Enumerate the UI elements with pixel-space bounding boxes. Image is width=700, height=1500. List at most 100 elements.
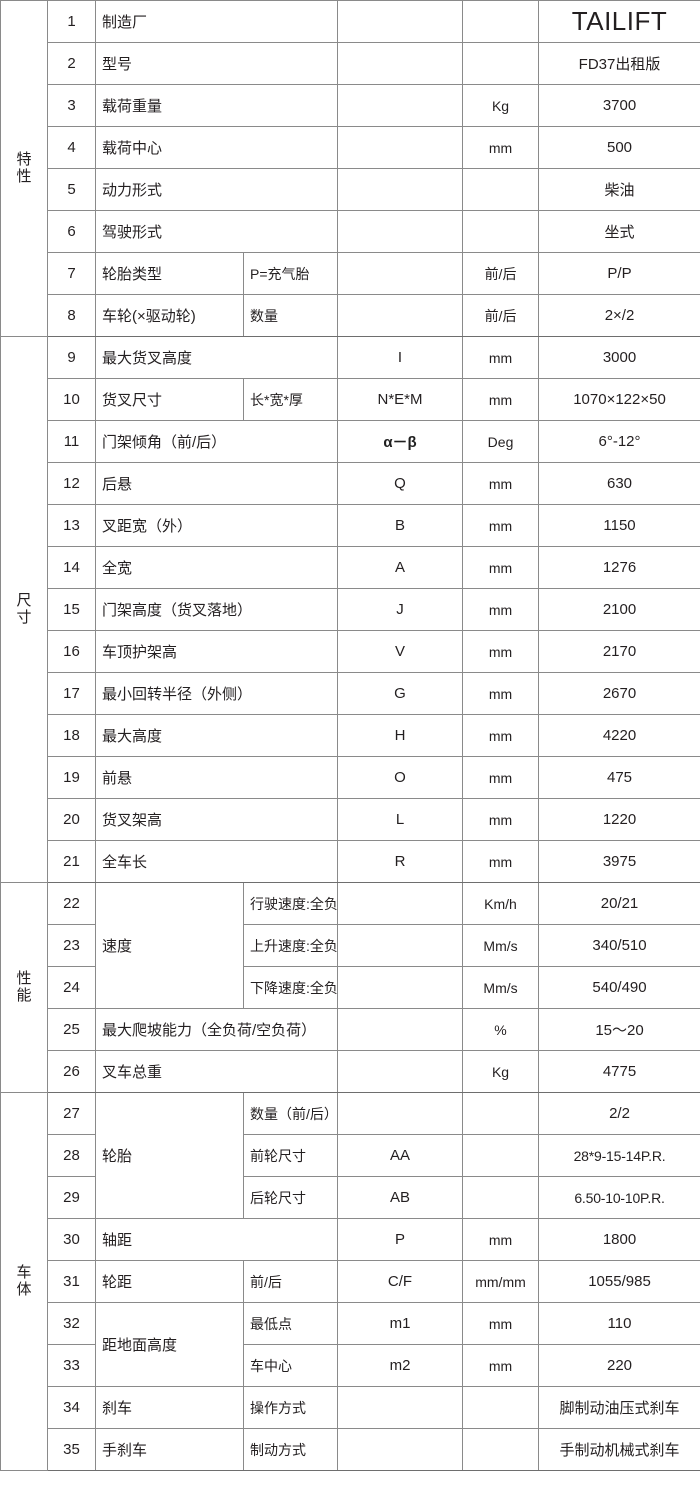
spec-unit: mm (462, 126, 540, 169)
spec-symbol (337, 84, 464, 127)
spec-value: P/P (538, 252, 700, 295)
spec-name: 前悬 (94, 756, 339, 799)
row-number: 14 (47, 546, 96, 589)
row-number: 34 (47, 1386, 96, 1429)
spec-value: 110 (538, 1302, 700, 1345)
table-row: 11 门架倾角（前/后） α－β Deg 6°-12° (1, 420, 700, 463)
spec-symbol (337, 42, 464, 85)
spec-sub-label: 操作方式 (242, 1386, 339, 1429)
row-number: 25 (47, 1008, 96, 1051)
spec-value: 柴油 (538, 168, 700, 211)
spec-value: 28*9-15-14P.R. (538, 1134, 700, 1177)
table-row: 34 刹车 操作方式 脚制动油压式刹车 (1, 1386, 700, 1429)
spec-sub-label: 后轮尺寸 (242, 1176, 339, 1219)
row-number: 9 (47, 336, 96, 379)
spec-name: 后悬 (94, 462, 339, 505)
spec-symbol: Q (337, 462, 464, 505)
row-number: 18 (47, 714, 96, 757)
spec-unit (462, 1428, 540, 1471)
row-number: 10 (47, 378, 96, 421)
spec-name: 车顶护架高 (94, 630, 339, 673)
spec-symbol: AA (337, 1134, 464, 1177)
spec-symbol (337, 1050, 464, 1093)
spec-sub-label: 数量 (242, 294, 339, 337)
spec-unit: Mm/s (462, 966, 540, 1009)
spec-symbol (337, 966, 464, 1009)
row-number: 20 (47, 798, 96, 841)
spec-unit: mm (462, 714, 540, 757)
spec-value: 3700 (538, 84, 700, 127)
spec-unit: mm/mm (462, 1260, 540, 1303)
spec-value: 20/21 (538, 882, 700, 925)
spec-value: 手制动机械式刹车 (538, 1428, 700, 1471)
spec-symbol (337, 168, 464, 211)
spec-name: 全车长 (94, 840, 339, 883)
spec-unit (462, 1092, 540, 1135)
spec-value: 15～20 (538, 1008, 700, 1051)
spec-unit: mm (462, 462, 540, 505)
spec-sub-label: 前轮尺寸 (242, 1134, 339, 1177)
spec-symbol (337, 1386, 464, 1429)
spec-name: 轮距 (95, 1260, 244, 1303)
spec-unit: Km/h (462, 882, 540, 925)
section-label-char: 性 (16, 969, 32, 987)
table-row: 32 距地面高度 最低点 m1 mm 110 (1, 1302, 700, 1387)
row-number: 32 (47, 1302, 96, 1345)
spec-symbol: P (337, 1218, 464, 1261)
spec-value: 540/490 (538, 966, 700, 1009)
spec-value: 1800 (538, 1218, 700, 1261)
spec-unit: mm (462, 504, 540, 547)
spec-symbol (337, 1008, 464, 1051)
spec-value: 630 (538, 462, 700, 505)
spec-sub-label: 上升速度:全负荷/无负荷 (242, 924, 339, 967)
table-row: 7 轮胎类型 P=充气胎 前/后 P/P (1, 252, 700, 295)
table-row: 35 手刹车 制动方式 手制动机械式刹车 (1, 1428, 700, 1471)
section-label-2: 性能 (0, 882, 48, 1093)
spec-name: 最大高度 (94, 714, 339, 757)
spec-symbol: I (337, 336, 464, 379)
spec-unit: 前/后 (462, 252, 540, 295)
spec-symbol (337, 126, 464, 169)
row-number: 3 (47, 84, 96, 127)
row-number: 35 (47, 1428, 96, 1471)
spec-unit (462, 42, 540, 85)
section-label-char: 能 (16, 986, 32, 1004)
spec-value: 3975 (538, 840, 700, 883)
spec-value: FD37出租版 (538, 42, 700, 85)
table-row: 31 轮距 前/后 C/F mm/mm 1055/985 (1, 1260, 700, 1303)
spec-unit (462, 0, 540, 43)
spec-name: 轴距 (94, 1218, 339, 1261)
spec-unit (462, 210, 540, 253)
row-number: 1 (47, 0, 96, 43)
spec-value: 6°-12° (538, 420, 700, 463)
spec-value: 1276 (538, 546, 700, 589)
table-row: 3 载荷重量 Kg 3700 (1, 84, 700, 127)
spec-sub-label: 行驶速度:全负荷/无负荷 (242, 882, 339, 925)
spec-unit: Mm/s (462, 924, 540, 967)
spec-value: 475 (538, 756, 700, 799)
spec-name: 最大货叉高度 (94, 336, 339, 379)
spec-name: 门架倾角（前/后） (94, 420, 339, 463)
spec-name: 全宽 (94, 546, 339, 589)
spec-value: 4220 (538, 714, 700, 757)
row-number: 6 (47, 210, 96, 253)
spec-name: 叉距宽（外） (94, 504, 339, 547)
spec-unit: 前/后 (462, 294, 540, 337)
spec-sub-label: 长*宽*厚 (242, 378, 339, 421)
section-label-1: 尺寸 (0, 336, 48, 883)
spec-name: 叉车总重 (94, 1050, 339, 1093)
spec-unit: mm (462, 546, 540, 589)
spec-value: 1220 (538, 798, 700, 841)
spec-value: 1070×122×50 (538, 378, 700, 421)
spec-unit (462, 1386, 540, 1429)
table-row: 5 动力形式 柴油 (1, 168, 700, 211)
spec-symbol (337, 210, 464, 253)
spec-unit: mm (462, 1344, 540, 1387)
spec-name: 货叉尺寸 (95, 378, 244, 421)
